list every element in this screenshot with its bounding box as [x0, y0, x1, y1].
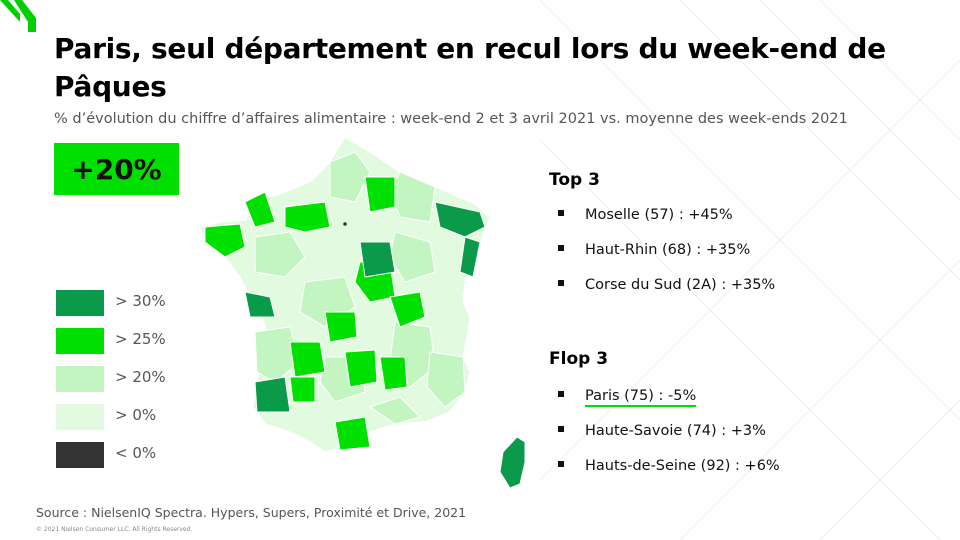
legend-label: > 20% — [115, 368, 166, 386]
legend-label: > 30% — [115, 292, 166, 310]
legend-item: > 20% — [56, 366, 216, 392]
map-region — [289, 376, 316, 403]
map-region — [284, 201, 331, 233]
legend-item: > 25% — [56, 328, 216, 354]
bullet-icon — [558, 426, 564, 432]
flop-list-item: Haute-Savoie (74) : +3% — [558, 423, 766, 439]
bullet-icon — [558, 245, 564, 251]
map-region — [324, 311, 358, 343]
top-list-item: Moselle (57) : +45% — [558, 207, 733, 223]
legend-swatch — [56, 442, 104, 468]
top-title: Top 3 — [549, 170, 600, 190]
legend-swatch — [56, 404, 104, 430]
map-region — [254, 376, 291, 413]
map-region — [368, 396, 421, 425]
legend-swatch — [56, 366, 104, 392]
flop-list-item: Hauts-de-Seine (92) : +6% — [558, 458, 780, 474]
flop-item-text: Hauts-de-Seine (92) : +6% — [585, 458, 780, 474]
map-region — [459, 236, 481, 278]
legend-item: > 30% — [56, 290, 216, 316]
legend-label: < 0% — [115, 444, 157, 462]
bullet-icon — [558, 210, 564, 216]
legend-swatch — [56, 290, 104, 316]
map-region — [344, 349, 378, 388]
top-item-text: Haut-Rhin (68) : +35% — [585, 242, 751, 258]
map-region — [244, 291, 276, 318]
map-region — [426, 351, 466, 408]
top-item-text: Moselle (57) : +45% — [585, 207, 733, 223]
france-map — [199, 136, 526, 489]
source-note: Source : NielsenIQ Spectra. Hypers, Supe… — [36, 505, 467, 520]
flop-item-text: Paris (75) : -5% — [585, 388, 697, 407]
legend-item: < 0% — [56, 442, 216, 468]
map-paris — [343, 222, 347, 226]
top-list-item: Corse du Sud (2A) : +35% — [558, 277, 775, 293]
map-region — [434, 201, 486, 238]
map-region — [244, 191, 276, 228]
logo-icon — [0, 0, 36, 32]
map-region — [389, 291, 426, 328]
bullet-icon — [558, 280, 564, 286]
page-title: Paris, seul département en recul lors du… — [54, 32, 886, 103]
map-region — [204, 223, 246, 258]
flop-title: Flop 3 — [549, 349, 609, 369]
legend-item: > 0% — [56, 404, 216, 430]
map-region — [334, 416, 371, 451]
page-subtitle: % d’évolution du chiffre d’affaires alim… — [54, 111, 848, 127]
top-item-text: Corse du Sud (2A) : +35% — [585, 277, 776, 293]
top-list-item: Haut-Rhin (68) : +35% — [558, 242, 750, 258]
map-region — [254, 326, 301, 383]
copyright-note: © 2021 Nielsen Consumer LLC. All Rights … — [36, 526, 193, 533]
flop-list-item: Paris (75) : -5% — [558, 388, 697, 407]
map-region — [364, 176, 396, 213]
map-region — [254, 231, 306, 278]
legend-label: > 25% — [115, 330, 166, 348]
legend-label: > 0% — [115, 406, 157, 424]
bullet-icon — [558, 391, 564, 397]
bullet-icon — [558, 461, 564, 467]
map-region — [289, 341, 326, 378]
map-region — [329, 151, 371, 203]
map-corsica — [499, 436, 526, 489]
legend-swatch — [56, 328, 104, 354]
background-lines — [540, 0, 960, 540]
headline-value-badge: +20% — [54, 143, 179, 195]
flop-item-text: Haute-Savoie (74) : +3% — [585, 423, 766, 439]
map-region — [379, 356, 408, 391]
map-region — [359, 241, 396, 278]
